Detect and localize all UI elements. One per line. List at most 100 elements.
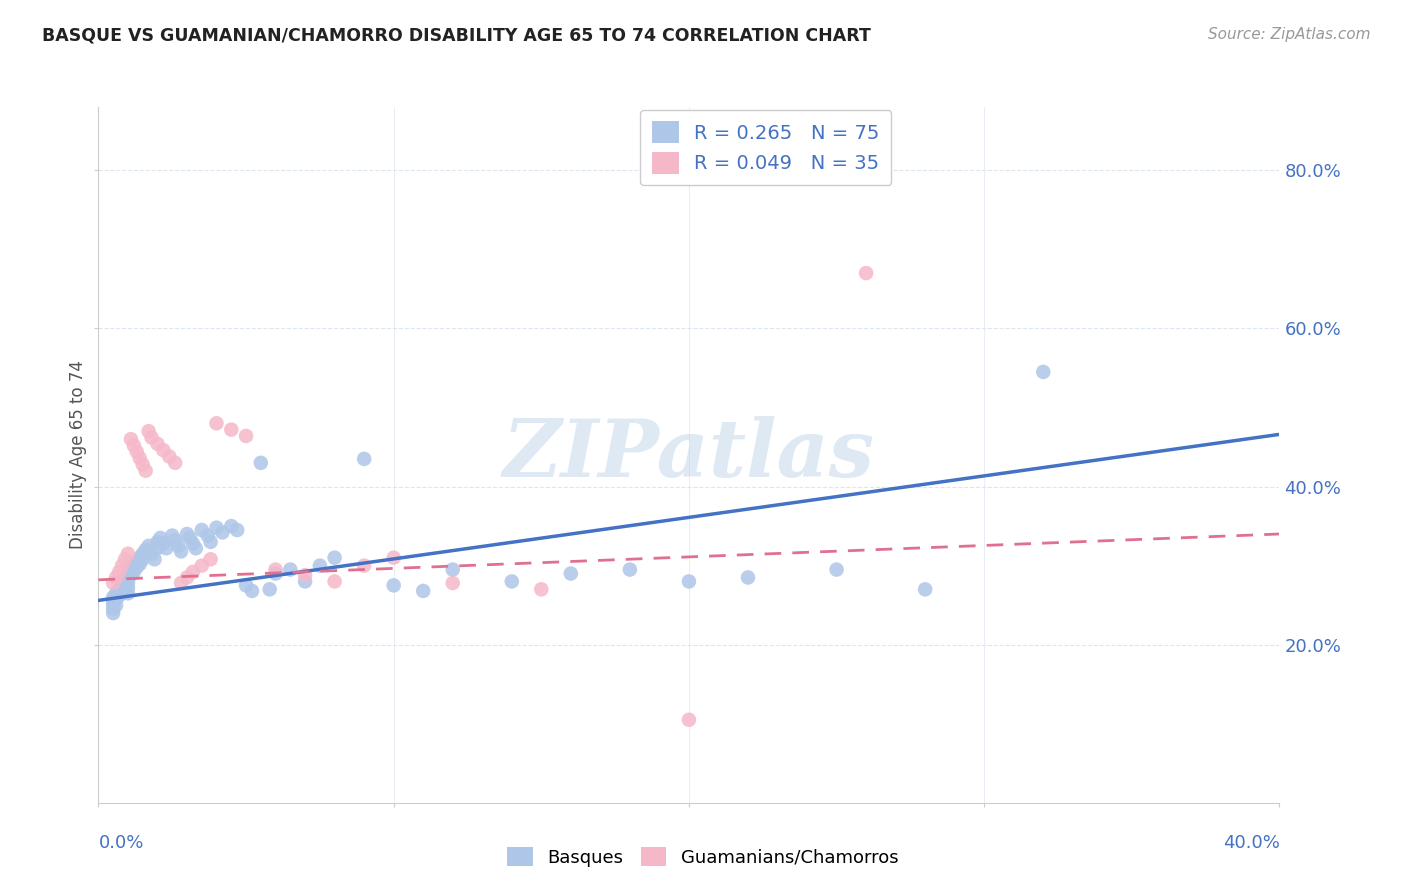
Point xyxy=(737,570,759,584)
Point xyxy=(165,533,187,548)
Point xyxy=(184,541,207,556)
Point xyxy=(103,606,125,620)
Point xyxy=(103,591,125,605)
Point xyxy=(103,602,125,616)
Point xyxy=(226,523,249,537)
Point xyxy=(125,560,148,574)
Point xyxy=(122,558,145,573)
Point xyxy=(117,566,139,581)
Point xyxy=(353,558,375,573)
Point xyxy=(128,550,150,565)
Point xyxy=(219,423,242,437)
Point xyxy=(155,541,177,556)
Point xyxy=(117,547,139,561)
Point xyxy=(114,574,136,589)
Point xyxy=(125,555,148,569)
Point xyxy=(157,450,180,464)
Point xyxy=(135,464,157,478)
Point xyxy=(264,566,287,581)
Point xyxy=(111,558,134,573)
Point xyxy=(152,443,174,458)
Point xyxy=(105,591,128,606)
Point xyxy=(294,568,316,582)
Point xyxy=(278,563,302,577)
Point xyxy=(146,541,169,556)
Point xyxy=(170,576,193,591)
Point xyxy=(141,547,163,561)
Point xyxy=(855,266,877,280)
Point xyxy=(250,456,273,470)
Point xyxy=(382,550,405,565)
Point xyxy=(382,578,405,592)
Point xyxy=(108,565,131,579)
Point xyxy=(132,552,155,566)
Point xyxy=(117,581,139,595)
Point xyxy=(105,586,128,600)
Point xyxy=(678,574,700,589)
Point xyxy=(165,456,187,470)
Point xyxy=(149,531,172,545)
Point xyxy=(122,438,145,452)
Point xyxy=(138,424,160,438)
Point xyxy=(259,582,281,597)
Point xyxy=(560,566,582,581)
Point xyxy=(111,583,134,598)
Point xyxy=(219,519,242,533)
Point xyxy=(105,598,128,612)
Point xyxy=(240,583,263,598)
Text: 40.0%: 40.0% xyxy=(1223,834,1279,852)
Point xyxy=(120,432,142,446)
Y-axis label: Disability Age 65 to 74: Disability Age 65 to 74 xyxy=(69,360,87,549)
Text: ZIPatlas: ZIPatlas xyxy=(503,417,875,493)
Point xyxy=(179,531,201,545)
Point xyxy=(211,525,233,540)
Point xyxy=(146,437,169,451)
Point xyxy=(264,563,287,577)
Point xyxy=(162,528,183,542)
Point xyxy=(200,552,222,566)
Point xyxy=(176,570,198,584)
Point xyxy=(122,565,145,579)
Point xyxy=(353,451,375,466)
Point xyxy=(132,547,155,561)
Point xyxy=(117,586,139,600)
Point xyxy=(412,583,434,598)
Point xyxy=(197,528,219,542)
Point xyxy=(120,568,142,582)
Point xyxy=(103,594,125,608)
Point xyxy=(501,574,523,589)
Point xyxy=(105,570,128,584)
Point xyxy=(191,558,214,573)
Point xyxy=(120,563,142,577)
Point xyxy=(825,563,848,577)
Point xyxy=(181,536,204,550)
Point xyxy=(114,552,136,566)
Point xyxy=(117,576,139,591)
Point xyxy=(141,430,163,444)
Point xyxy=(111,578,134,592)
Point xyxy=(235,429,257,443)
Text: BASQUE VS GUAMANIAN/CHAMORRO DISABILITY AGE 65 TO 74 CORRELATION CHART: BASQUE VS GUAMANIAN/CHAMORRO DISABILITY … xyxy=(42,27,872,45)
Point xyxy=(103,598,125,612)
Point xyxy=(181,565,204,579)
Point xyxy=(108,589,131,603)
Point xyxy=(117,570,139,584)
Point xyxy=(530,582,553,597)
Point xyxy=(128,557,150,571)
Legend: Basques, Guamanians/Chamorros: Basques, Guamanians/Chamorros xyxy=(501,840,905,874)
Text: 0.0%: 0.0% xyxy=(98,834,143,852)
Point xyxy=(441,563,464,577)
Point xyxy=(152,536,174,550)
Point xyxy=(191,523,214,537)
Point xyxy=(128,451,150,466)
Point xyxy=(294,574,316,589)
Point xyxy=(619,563,641,577)
Point xyxy=(146,534,169,549)
Point xyxy=(323,574,346,589)
Point xyxy=(205,417,228,431)
Point xyxy=(170,544,193,558)
Legend: R = 0.265   N = 75, R = 0.049   N = 35: R = 0.265 N = 75, R = 0.049 N = 35 xyxy=(640,110,891,186)
Point xyxy=(678,713,700,727)
Point xyxy=(103,576,125,591)
Point xyxy=(108,582,131,597)
